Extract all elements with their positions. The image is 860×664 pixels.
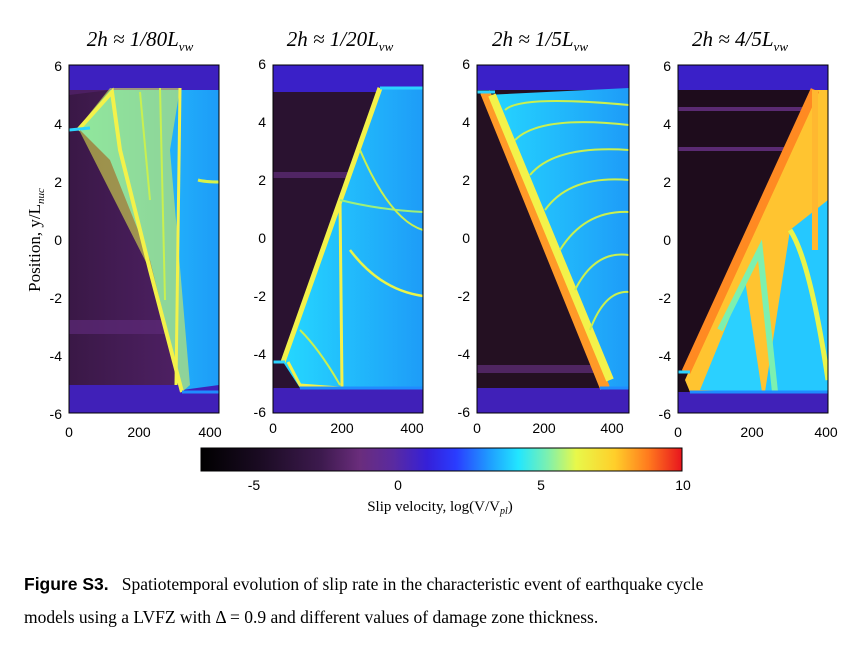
figure-caption: Figure S3. Spatiotemporal evolution of s… [24,570,849,627]
svg-text:-4: -4 [254,346,267,362]
svg-text:400: 400 [198,424,222,440]
svg-text:200: 200 [127,424,151,440]
svg-text:200: 200 [330,420,354,436]
svg-text:4: 4 [258,114,266,130]
svg-text:6: 6 [663,58,671,74]
panel-2: 2h ≈ 1/20Lvw 6 4 2 0 -2 -4 -6 [254,27,424,436]
svg-text:400: 400 [600,420,624,436]
colorbar: -5 0 5 10 Slip velocity, log(V/Vpl) [200,447,691,517]
svg-text:-4: -4 [458,346,471,362]
svg-text:4: 4 [663,116,671,132]
caption-figure-label: Figure S3. [24,574,109,594]
panel-3-heatmap [477,65,629,413]
svg-text:2: 2 [462,172,470,188]
y-axis-label-sub: nuc [35,188,47,204]
svg-text:10: 10 [675,477,691,493]
svg-text:6: 6 [462,56,470,72]
svg-text:0: 0 [65,424,73,440]
svg-text:4: 4 [54,116,62,132]
colorbar-label: Slip velocity, log(V/Vpl) [367,499,513,517]
svg-text:4: 4 [462,114,470,130]
svg-text:400: 400 [400,420,424,436]
svg-text:-4: -4 [50,348,63,364]
panel-4-heatmap [678,65,828,413]
panel-3-xticks: 0 200 400 [473,420,624,436]
svg-text:0: 0 [394,477,402,493]
panel-1: 2h ≈ 1/80Lvw 6 4 2 0 -2 -4 -6 [50,27,222,440]
caption-line-2: models using a LVFZ with Δ = 0.9 and dif… [24,607,599,627]
svg-text:-6: -6 [50,406,63,422]
panel-3-yticks: 6 4 2 0 -2 -4 -6 [458,56,471,420]
svg-text:0: 0 [663,232,671,248]
svg-text:-6: -6 [659,406,672,422]
panel-3-title: 2h ≈ 1/5Lvw [492,27,588,54]
svg-text:-6: -6 [458,404,471,420]
caption-line-1: Figure S3. Spatiotemporal evolution of s… [24,570,849,599]
figure: Position, y/Lnuc 2h ≈ 1/80Lvw 6 4 2 0 -2 [25,27,838,517]
svg-text:-2: -2 [254,288,267,304]
caption-text-1: Spatiotemporal evolution of slip rate in… [121,574,704,594]
svg-text:-2: -2 [458,288,471,304]
svg-text:0: 0 [258,230,266,246]
panel-1-heatmap [69,65,219,413]
svg-text:0: 0 [473,420,481,436]
panel-2-heatmap [273,65,423,413]
panel-4-xticks: 0 200 400 [674,424,838,440]
y-axis-label-text: Position, y/L [25,204,44,292]
svg-text:200: 200 [740,424,764,440]
panel-2-yticks: 6 4 2 0 -2 -4 -6 [254,56,267,420]
panel-4: 2h ≈ 4/5Lvw 6 4 2 0 -2 -4 -6 [659,27,838,440]
svg-text:0: 0 [674,424,682,440]
svg-text:6: 6 [54,58,62,74]
svg-text:400: 400 [814,424,838,440]
svg-text:0: 0 [54,232,62,248]
panel-4-yticks: 6 4 2 0 -2 -4 -6 [659,58,672,422]
panel-4-title: 2h ≈ 4/5Lvw [692,27,788,54]
svg-text:0: 0 [269,420,277,436]
svg-text:2: 2 [663,174,671,190]
svg-text:-6: -6 [254,404,267,420]
svg-text:200: 200 [532,420,556,436]
svg-text:-4: -4 [659,348,672,364]
colorbar-gradient [200,447,683,472]
panel-1-title: 2h ≈ 1/80Lvw [87,27,194,54]
svg-text:0: 0 [462,230,470,246]
svg-text:5: 5 [537,477,545,493]
panel-2-xticks: 0 200 400 [269,420,424,436]
colorbar-ticks: -5 0 5 10 [248,477,691,493]
svg-text:6: 6 [258,56,266,72]
panel-2-title: 2h ≈ 1/20Lvw [287,27,394,54]
svg-text:-5: -5 [248,477,261,493]
svg-text:-2: -2 [50,290,63,306]
panel-1-yticks: 6 4 2 0 -2 -4 -6 [50,58,63,422]
svg-text:2: 2 [54,174,62,190]
svg-text:-2: -2 [659,290,672,306]
y-axis-label: Position, y/Lnuc [25,188,47,292]
svg-text:2: 2 [258,172,266,188]
panel-3: 2h ≈ 1/5Lvw 6 4 2 0 -2 -4 [458,27,630,436]
panel-1-xticks: 0 200 400 [65,424,222,440]
